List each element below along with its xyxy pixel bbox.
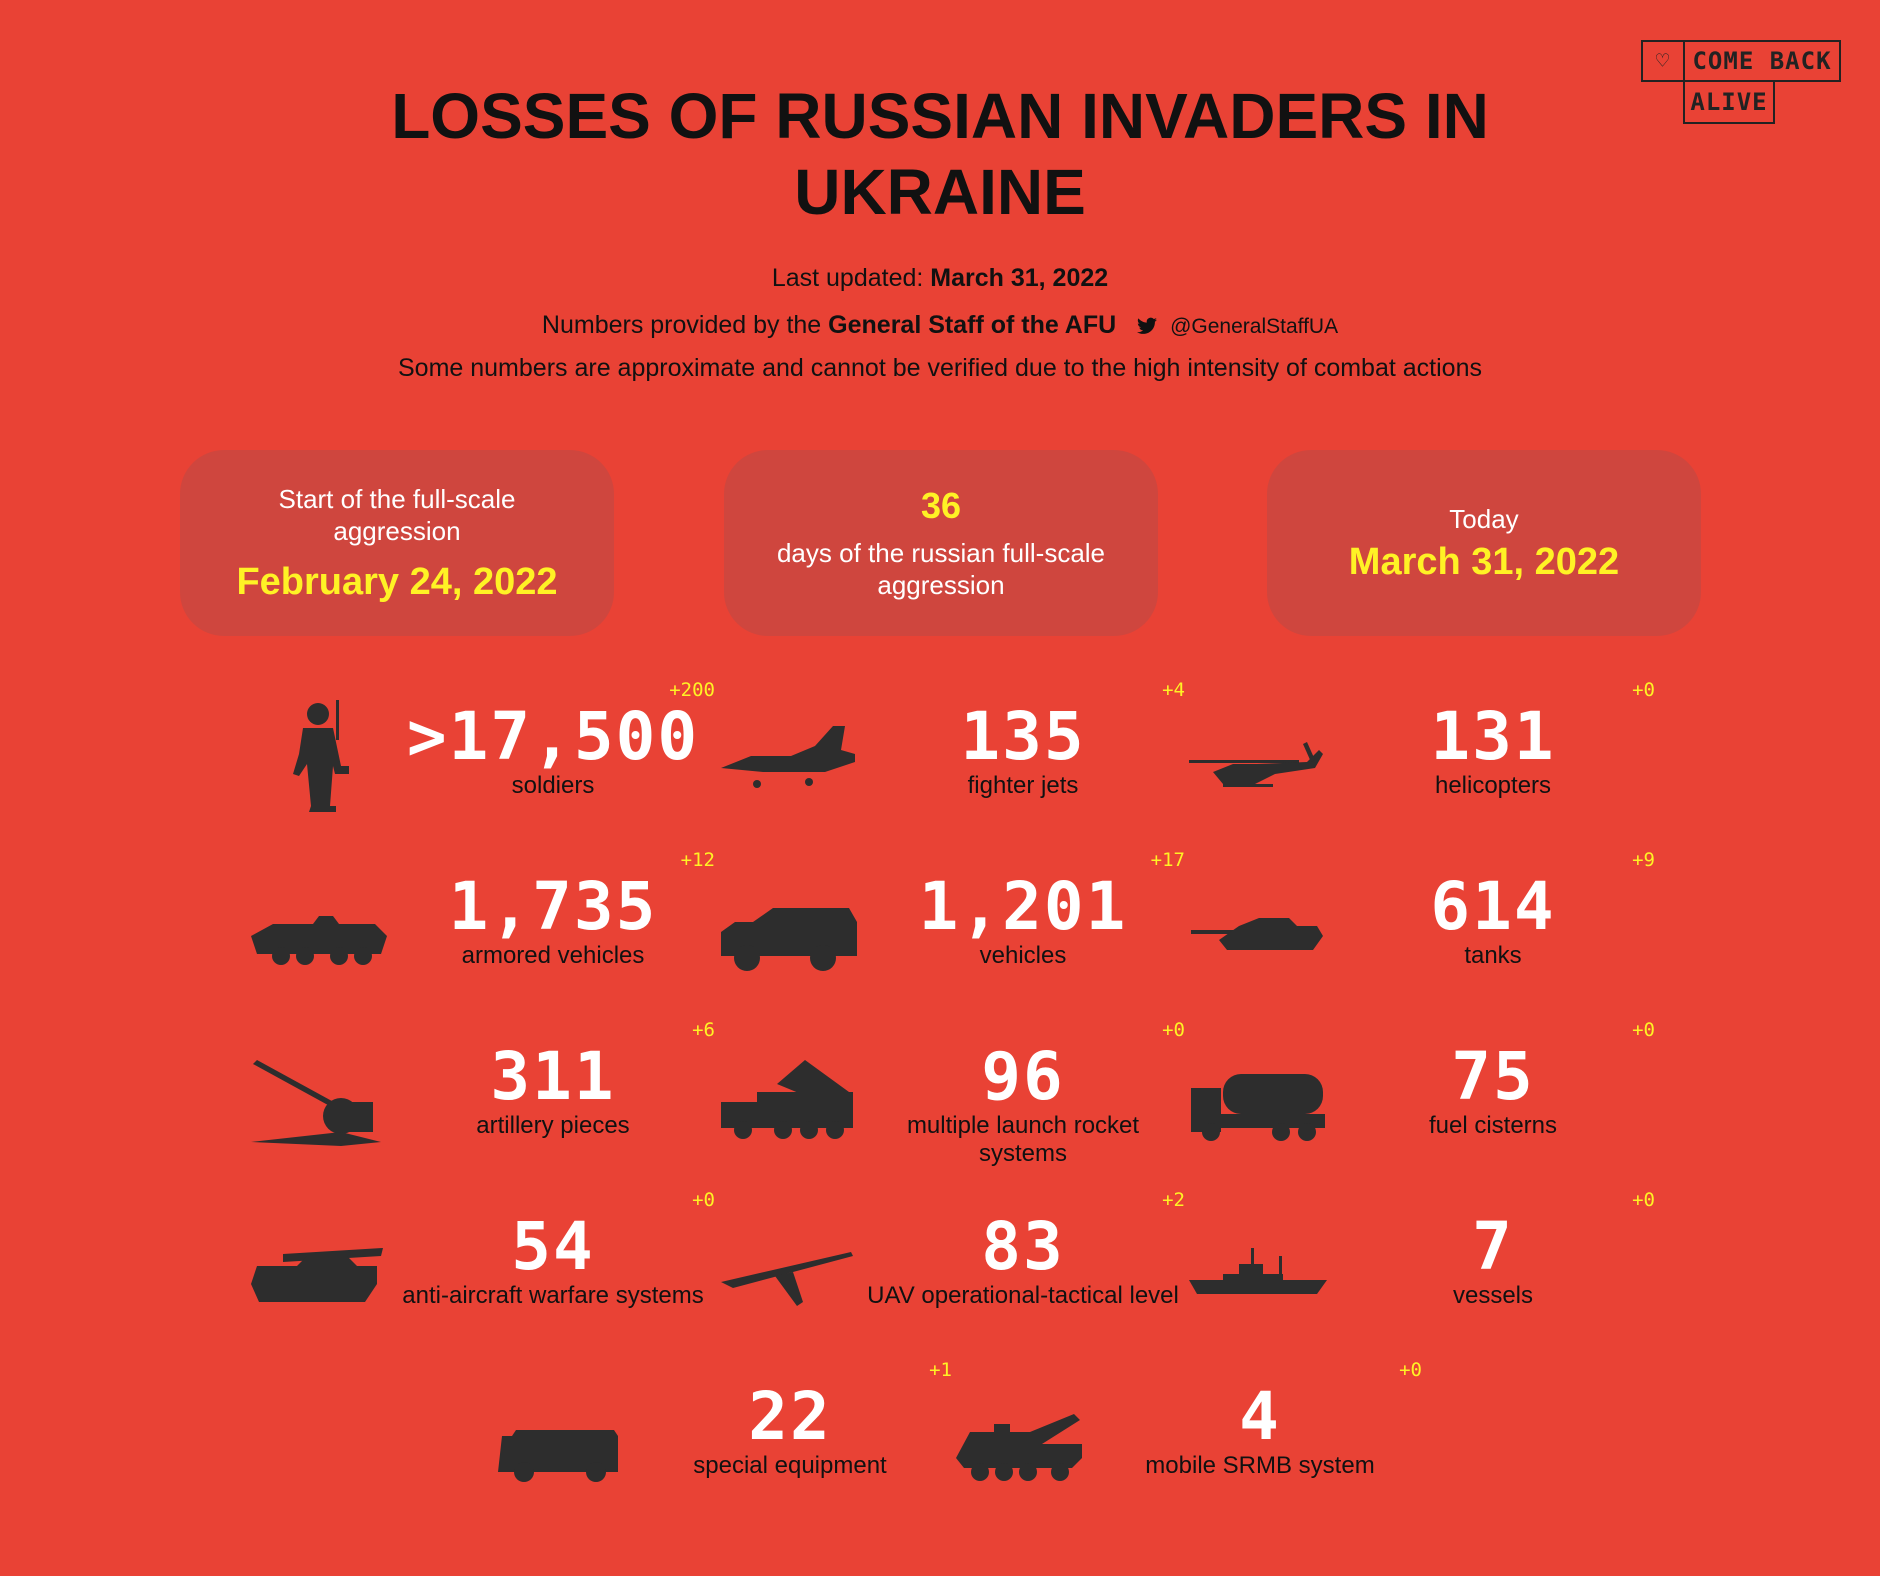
air-defense-icon xyxy=(243,1190,393,1340)
twitter-handle-link[interactable]: @GeneralStaffUA xyxy=(1170,315,1339,338)
stat-value: 83 xyxy=(981,1208,1065,1285)
stat-value: 131 xyxy=(1430,698,1556,775)
stat-delta: +4 xyxy=(1162,679,1185,701)
stat-label: tanks xyxy=(1464,942,1522,969)
stat-fighter-jets: 135 +4 fighter jets xyxy=(713,679,1185,830)
missile-launcher-icon xyxy=(950,1360,1100,1510)
source-prefix: Numbers provided by the xyxy=(541,311,822,339)
stat-label: artillery pieces xyxy=(476,1112,630,1139)
start-label: Start of the full-scale aggression xyxy=(278,483,516,546)
stat-label: anti-aircraft warfare systems xyxy=(402,1282,704,1309)
today-card: Today March 31, 2022 xyxy=(1267,450,1701,636)
stat-delta: +0 xyxy=(692,1189,715,1211)
source-org: General Staff of the AFU xyxy=(828,311,1117,339)
stat-label: multiple launch rocket systems xyxy=(906,1112,1140,1167)
apc-icon xyxy=(243,850,393,1000)
stat-value: 75 xyxy=(1451,1038,1535,1115)
stat-delta: +12 xyxy=(680,849,715,871)
stat-delta: +200 xyxy=(669,679,715,701)
days-label: days of the russian full-scale aggressio… xyxy=(776,538,1106,600)
tank-icon xyxy=(1183,850,1333,1000)
stat-label: fighter jets xyxy=(967,772,1079,799)
stat-tanks: 614 +9 tanks xyxy=(1183,849,1655,1000)
days-card: 36 days of the russian full-scale aggres… xyxy=(724,450,1158,636)
stat-label: UAV operational-tactical level xyxy=(867,1282,1179,1309)
stat-special-equipment: 22 +1 special equipment xyxy=(480,1359,952,1510)
today-label: Today xyxy=(1449,503,1519,534)
stat-value: 54 xyxy=(511,1208,595,1285)
stat-value: 614 xyxy=(1430,868,1556,945)
stat-helicopters: 131 +0 helicopters xyxy=(1183,679,1655,830)
stat-vehicles: 1,201 +17 vehicles xyxy=(713,849,1185,1000)
stat-delta: +9 xyxy=(1632,849,1655,871)
stat-value: 22 xyxy=(748,1378,832,1455)
stat-delta: +0 xyxy=(1399,1359,1422,1381)
stat-soldiers: >17,500 +200 soldiers xyxy=(243,679,715,830)
helicopter-icon xyxy=(1183,680,1333,830)
stat-label: fuel cisterns xyxy=(1428,1112,1558,1139)
come-back-alive-logo[interactable]: ♡ COME BACK ALIVE xyxy=(1641,40,1841,124)
drone-icon xyxy=(713,1190,863,1340)
stat-delta: +0 xyxy=(1632,679,1655,701)
stat-srmb: 4 +0 mobile SRMB system xyxy=(950,1359,1422,1510)
heart-icon: ♡ xyxy=(1641,40,1685,82)
jet-icon xyxy=(713,680,863,830)
last-updated-label: Last updated: xyxy=(771,264,924,292)
stat-anti-aircraft: 54 +0 anti-aircraft warfare systems xyxy=(243,1189,715,1340)
stat-label: vessels xyxy=(1452,1282,1534,1309)
artillery-icon xyxy=(243,1020,393,1170)
stat-value: 311 xyxy=(490,1038,616,1115)
twitter-icon[interactable] xyxy=(1137,317,1158,335)
stat-value: >17,500 xyxy=(406,698,700,775)
stat-value: 1,735 xyxy=(448,868,658,945)
stat-artillery: 311 +6 artillery pieces xyxy=(243,1019,715,1170)
stat-value: 135 xyxy=(960,698,1086,775)
source-line: Numbers provided by the General Staff of… xyxy=(200,311,1680,340)
stat-value: 7 xyxy=(1472,1208,1514,1285)
logo-text-line1: COME BACK xyxy=(1683,40,1841,82)
stat-label: mobile SRMB system xyxy=(1145,1452,1375,1479)
stat-fuel-cisterns: 75 +0 fuel cisterns xyxy=(1183,1019,1655,1170)
stat-delta: +0 xyxy=(1162,1019,1185,1041)
special-vehicle-icon xyxy=(480,1360,630,1510)
stat-delta: +0 xyxy=(1632,1019,1655,1041)
start-date-card: Start of the full-scale aggression Febru… xyxy=(180,450,614,636)
stat-delta: +2 xyxy=(1162,1189,1185,1211)
stat-uav: 83 +2 UAV operational-tactical level xyxy=(713,1189,1185,1340)
disclaimer: Some numbers are approximate and cannot … xyxy=(398,354,1482,382)
stat-delta: +17 xyxy=(1150,849,1185,871)
stat-value: 1,201 xyxy=(918,868,1128,945)
mlrs-icon xyxy=(713,1020,863,1170)
last-updated: Last updated: March 31, 2022 xyxy=(200,264,1680,293)
days-count: 36 xyxy=(920,485,962,526)
page-title: LOSSES OF RUSSIAN INVADERS IN UKRAINE xyxy=(391,80,1489,228)
truck-icon xyxy=(713,850,863,1000)
stat-label: vehicles xyxy=(979,942,1067,969)
stat-delta: +1 xyxy=(929,1359,952,1381)
last-updated-date: March 31, 2022 xyxy=(930,264,1109,292)
stat-vessels: 7 +0 vessels xyxy=(1183,1189,1655,1340)
stat-delta: +0 xyxy=(1632,1189,1655,1211)
stat-label: helicopters xyxy=(1434,772,1552,799)
stat-label: special equipment xyxy=(693,1452,887,1479)
logo-text-line2: ALIVE xyxy=(1683,80,1775,124)
stat-armored-vehicles: 1,735 +12 armored vehicles xyxy=(243,849,715,1000)
ship-icon xyxy=(1183,1190,1333,1340)
stat-label: armored vehicles xyxy=(461,942,645,969)
stat-delta: +6 xyxy=(692,1019,715,1041)
stat-mlrs: 96 +0 multiple launch rocket systems xyxy=(713,1019,1185,1170)
stat-value: 4 xyxy=(1239,1378,1281,1455)
stat-label: soldiers xyxy=(511,772,595,799)
today-date: March 31, 2022 xyxy=(1348,540,1620,583)
stat-value: 96 xyxy=(981,1038,1065,1115)
start-date: February 24, 2022 xyxy=(236,560,558,603)
soldier-icon xyxy=(243,680,393,830)
fuel-truck-icon xyxy=(1183,1020,1333,1170)
